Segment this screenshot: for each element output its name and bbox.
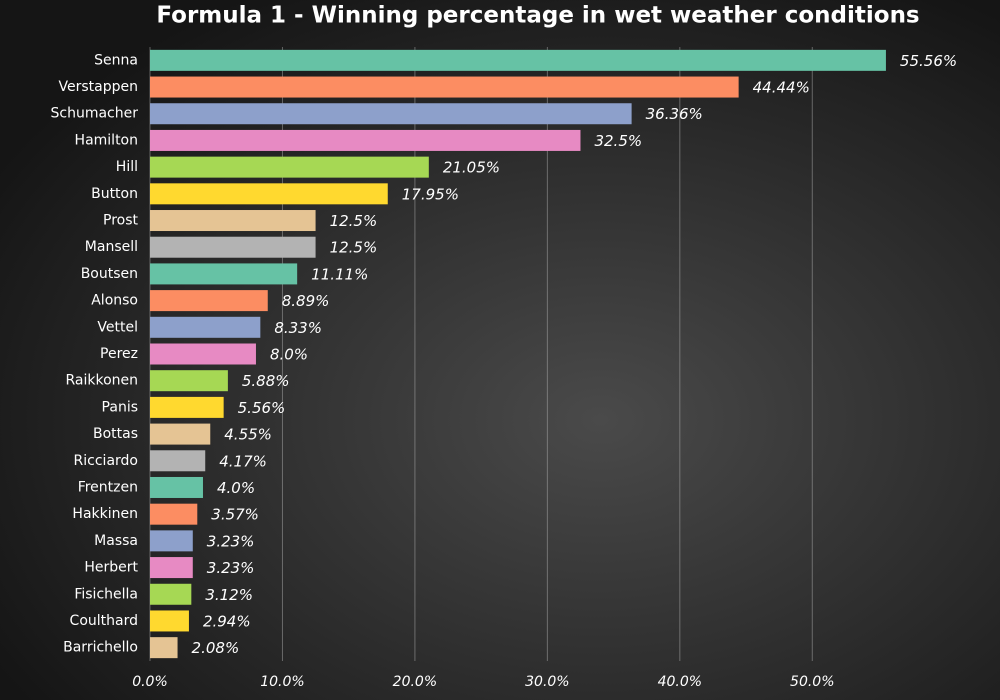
x-tick-label: 50.0% [790, 674, 834, 690]
value-label: 4.55% [224, 426, 272, 444]
y-tick-label: Verstappen [59, 79, 138, 95]
value-label: 12.5% [330, 212, 378, 230]
y-tick-label: Button [91, 186, 138, 202]
value-label: 36.36% [646, 105, 703, 123]
y-tick-label: Coulthard [70, 613, 138, 629]
value-label: 4.17% [219, 452, 267, 470]
bar [150, 637, 178, 659]
y-tick-label: Boutsen [81, 266, 138, 282]
bar [150, 236, 316, 258]
y-tick-label: Raikkonen [65, 373, 138, 389]
y-tick-label: Ricciardo [74, 453, 138, 469]
y-tick-label: Vettel [97, 319, 138, 335]
y-tick-label: Perez [100, 346, 138, 362]
value-label: 17.95% [402, 185, 459, 203]
bar [150, 476, 203, 498]
value-label: 3.23% [207, 559, 255, 577]
y-tick-label: Hakkinen [72, 506, 138, 522]
value-label: 5.56% [238, 399, 286, 417]
bar [150, 76, 739, 98]
bar [150, 396, 224, 418]
bar [150, 370, 228, 392]
value-label: 55.56% [900, 52, 957, 70]
value-label: 3.12% [205, 586, 253, 604]
value-label: 8.89% [282, 292, 330, 310]
bar [150, 49, 886, 71]
bar [150, 343, 256, 365]
value-label: 21.05% [443, 159, 500, 177]
bar [150, 610, 189, 632]
y-tick-label: Herbert [84, 560, 138, 576]
bar [150, 423, 211, 445]
y-tick-label: Prost [103, 213, 139, 229]
y-tick-label: Massa [94, 533, 138, 549]
x-tick-label: 10.0% [260, 674, 304, 690]
value-label: 4.0% [217, 479, 255, 497]
bar [150, 503, 198, 525]
x-tick-label: 20.0% [393, 674, 437, 690]
value-label: 2.94% [203, 612, 251, 630]
chart-title: Formula 1 - Winning percentage in wet we… [156, 3, 919, 29]
y-tick-label: Frentzen [78, 479, 138, 495]
value-label: 3.57% [211, 506, 259, 524]
y-tick-label: Senna [94, 52, 138, 68]
value-label: 3.23% [207, 532, 255, 550]
bar [150, 583, 192, 605]
bar [150, 156, 429, 178]
y-tick-label: Fisichella [74, 586, 138, 602]
bar [150, 290, 268, 312]
y-tick-label: Mansell [85, 239, 138, 255]
y-tick-label: Hamilton [75, 132, 138, 148]
bar [150, 210, 316, 232]
y-tick-label: Panis [102, 399, 138, 415]
value-label: 44.44% [753, 79, 810, 97]
bar [150, 129, 581, 151]
value-label: 2.08% [192, 639, 240, 657]
plot: Senna 55.56% Verstappen 44.44% Schumacher 36.… [51, 49, 957, 659]
value-label: 32.5% [594, 132, 642, 150]
bar [150, 263, 298, 285]
bar [150, 183, 388, 205]
value-label: 5.88% [242, 372, 290, 390]
y-tick-label: Bottas [93, 426, 138, 442]
bar [150, 450, 206, 472]
y-tick-label: Schumacher [51, 106, 139, 122]
bar [150, 557, 193, 579]
y-tick-label: Hill [116, 159, 138, 175]
x-tick-label: 0.0% [132, 674, 168, 690]
x-tick-label: 40.0% [658, 674, 702, 690]
value-label: 8.0% [270, 346, 308, 364]
bar [150, 530, 193, 552]
bar [150, 103, 632, 125]
value-label: 12.5% [330, 239, 378, 257]
value-label: 11.11% [311, 265, 368, 283]
y-tick-label: Alonso [91, 293, 138, 309]
value-label: 8.33% [274, 319, 322, 337]
y-tick-label: Barrichello [63, 640, 138, 656]
bar [150, 316, 261, 338]
x-tick-label: 30.0% [525, 674, 569, 690]
